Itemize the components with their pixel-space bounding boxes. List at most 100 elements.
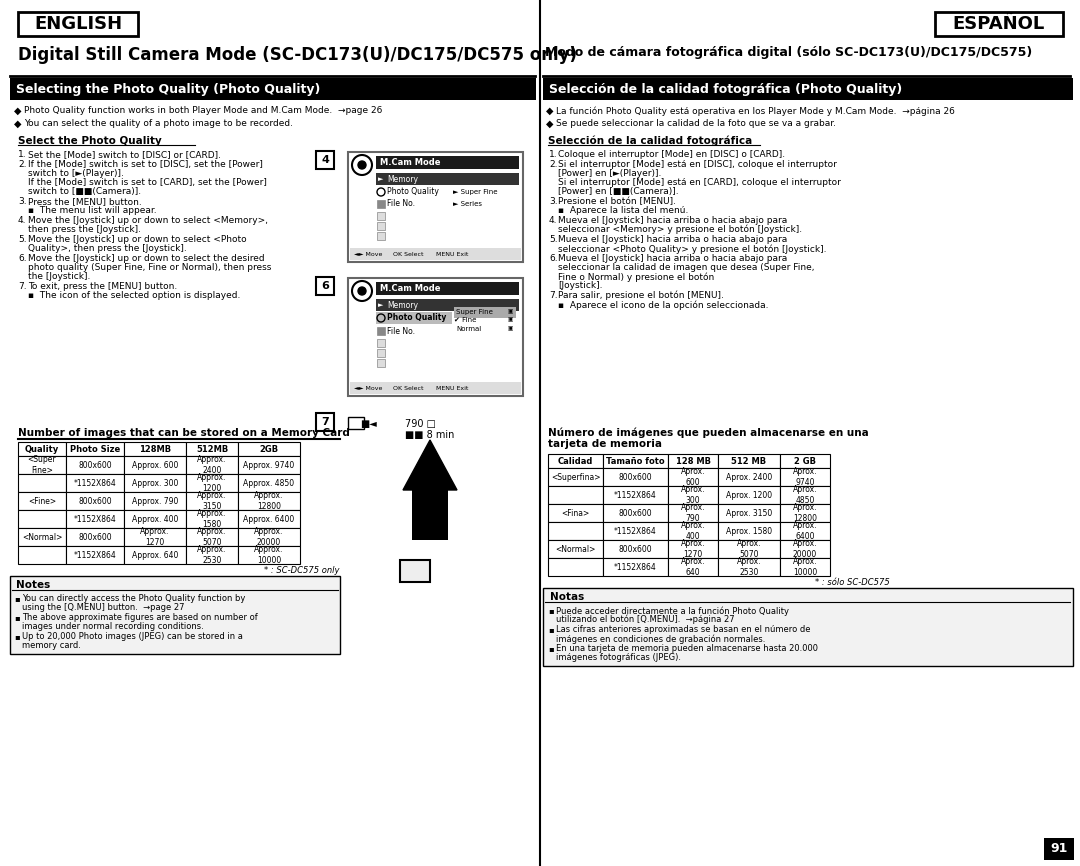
Text: tarjeta de memoria: tarjeta de memoria — [548, 439, 662, 449]
Bar — [124, 474, 186, 492]
Text: ◄► Move: ◄► Move — [354, 251, 382, 256]
Text: *1152X864: *1152X864 — [615, 527, 657, 535]
Text: seleccionar <Memory> y presione el botón [Joystick].: seleccionar <Memory> y presione el botón… — [558, 225, 802, 235]
Text: ▪: ▪ — [548, 606, 554, 615]
Text: 800x600: 800x600 — [78, 496, 112, 506]
Bar — [238, 474, 300, 492]
Bar — [18, 442, 66, 456]
Text: ■■ 8 min: ■■ 8 min — [405, 430, 455, 440]
Bar — [935, 12, 1063, 36]
Text: Press the [MENU] button.: Press the [MENU] button. — [28, 197, 141, 206]
Bar — [548, 558, 603, 576]
Text: Aprox.
5070: Aprox. 5070 — [737, 540, 761, 559]
Text: Fine o Normal) y presione el botón: Fine o Normal) y presione el botón — [558, 272, 714, 281]
Text: 2.: 2. — [18, 160, 27, 169]
Text: ▪  The menu list will appear.: ▪ The menu list will appear. — [28, 206, 157, 215]
Bar — [66, 546, 124, 564]
Text: <Superfina>: <Superfina> — [551, 473, 600, 481]
Text: Digital Still Camera Mode (SC-DC173(U)/DC175/DC575 only): Digital Still Camera Mode (SC-DC173(U)/D… — [18, 46, 577, 64]
Bar — [238, 546, 300, 564]
Bar — [66, 474, 124, 492]
Text: ▪  Aparece la lista del menú.: ▪ Aparece la lista del menú. — [558, 206, 688, 215]
Bar — [377, 339, 384, 347]
Text: Presione el botón [MENU].: Presione el botón [MENU]. — [558, 197, 676, 206]
Text: Calidad: Calidad — [557, 456, 593, 466]
Text: Move the [Joystick] up or down to select <Photo: Move the [Joystick] up or down to select… — [28, 235, 246, 244]
Text: * : sólo SC-DC575: * : sólo SC-DC575 — [815, 578, 890, 587]
Bar — [400, 560, 430, 582]
Text: Approx. 9740: Approx. 9740 — [243, 461, 295, 469]
Text: Aprox.
9740: Aprox. 9740 — [793, 468, 818, 487]
Text: Approx. 300: Approx. 300 — [132, 479, 178, 488]
Bar — [18, 528, 66, 546]
Text: 512 MB: 512 MB — [731, 456, 767, 466]
Text: 128 MB: 128 MB — [675, 456, 711, 466]
Bar — [669, 522, 718, 540]
Text: 2 GB: 2 GB — [794, 456, 816, 466]
Text: Aprox.
790: Aprox. 790 — [680, 503, 705, 523]
Text: Aprox. 1200: Aprox. 1200 — [726, 490, 772, 500]
Circle shape — [357, 161, 366, 169]
Text: Si el interruptor [Mode] está en [CARD], coloque el interruptor: Si el interruptor [Mode] está en [CARD],… — [558, 178, 841, 187]
Bar — [548, 540, 603, 558]
Text: Aprox.
400: Aprox. 400 — [680, 521, 705, 540]
Text: ▣: ▣ — [508, 318, 513, 322]
Bar — [376, 156, 519, 169]
Bar — [376, 312, 453, 324]
Text: OK Select: OK Select — [393, 385, 423, 391]
Text: ► Series: ► Series — [453, 201, 482, 207]
Text: 3.: 3. — [18, 197, 27, 206]
Text: Approx. 600: Approx. 600 — [132, 461, 178, 469]
Bar — [377, 212, 384, 220]
Bar — [377, 327, 384, 335]
Text: Approx.
5070: Approx. 5070 — [198, 527, 227, 546]
Bar — [548, 454, 603, 468]
Text: Aprox.
20000: Aprox. 20000 — [793, 540, 818, 559]
Text: Las cifras anteriores aproximadas se basan en el número de: Las cifras anteriores aproximadas se bas… — [556, 625, 810, 634]
Text: Si el interruptor [Mode] está en [DISC], coloque el interruptor: Si el interruptor [Mode] está en [DISC],… — [558, 160, 837, 169]
Text: Selección de la calidad fotográfica (Photo Quality): Selección de la calidad fotográfica (Pho… — [549, 82, 902, 95]
Polygon shape — [403, 440, 457, 490]
Text: ◄► Move: ◄► Move — [354, 385, 382, 391]
Circle shape — [357, 287, 366, 295]
Bar — [18, 456, 66, 474]
Text: Aprox.
300: Aprox. 300 — [680, 485, 705, 505]
Text: Para salir, presione el botón [MENU].: Para salir, presione el botón [MENU]. — [558, 291, 724, 301]
Text: MENU Exit: MENU Exit — [436, 385, 469, 391]
Text: <Super
Fine>: <Super Fine> — [28, 456, 56, 475]
Bar — [376, 173, 519, 185]
Text: 800x600: 800x600 — [619, 508, 652, 518]
Text: imágenes en condiciones de grabación normales.: imágenes en condiciones de grabación nor… — [556, 634, 766, 643]
Bar — [18, 546, 66, 564]
Bar — [548, 486, 603, 504]
Bar — [186, 442, 238, 456]
Text: 6.: 6. — [18, 254, 27, 263]
Bar — [780, 558, 831, 576]
Text: ◆: ◆ — [14, 106, 22, 116]
Text: <Normal>: <Normal> — [22, 533, 63, 541]
Bar — [718, 504, 780, 522]
Text: Tamaño foto: Tamaño foto — [606, 456, 665, 466]
Text: File No.: File No. — [387, 326, 415, 335]
Bar — [377, 222, 384, 230]
Text: * : SC-DC575 only: * : SC-DC575 only — [265, 566, 340, 575]
Text: Normal: Normal — [456, 326, 482, 332]
Bar — [66, 528, 124, 546]
Text: Super Fine: Super Fine — [456, 309, 492, 315]
Text: You can select the quality of a photo image to be recorded.: You can select the quality of a photo im… — [24, 119, 293, 128]
Text: ▪: ▪ — [548, 625, 554, 634]
Text: 3.: 3. — [549, 197, 557, 206]
Text: ▪: ▪ — [14, 613, 19, 622]
Bar — [348, 152, 523, 262]
Bar — [548, 504, 603, 522]
Text: The above approximate figures are based on number of: The above approximate figures are based … — [22, 613, 258, 622]
Text: Aprox.
2530: Aprox. 2530 — [737, 558, 761, 577]
Text: Approx. 400: Approx. 400 — [132, 514, 178, 524]
Bar — [548, 468, 603, 486]
Text: Memory: Memory — [387, 175, 418, 184]
Bar — [316, 413, 334, 431]
Bar — [124, 546, 186, 564]
Text: imágenes fotográficas (JPEG).: imágenes fotográficas (JPEG). — [556, 653, 681, 662]
Bar — [238, 510, 300, 528]
Text: ▪: ▪ — [14, 594, 19, 603]
